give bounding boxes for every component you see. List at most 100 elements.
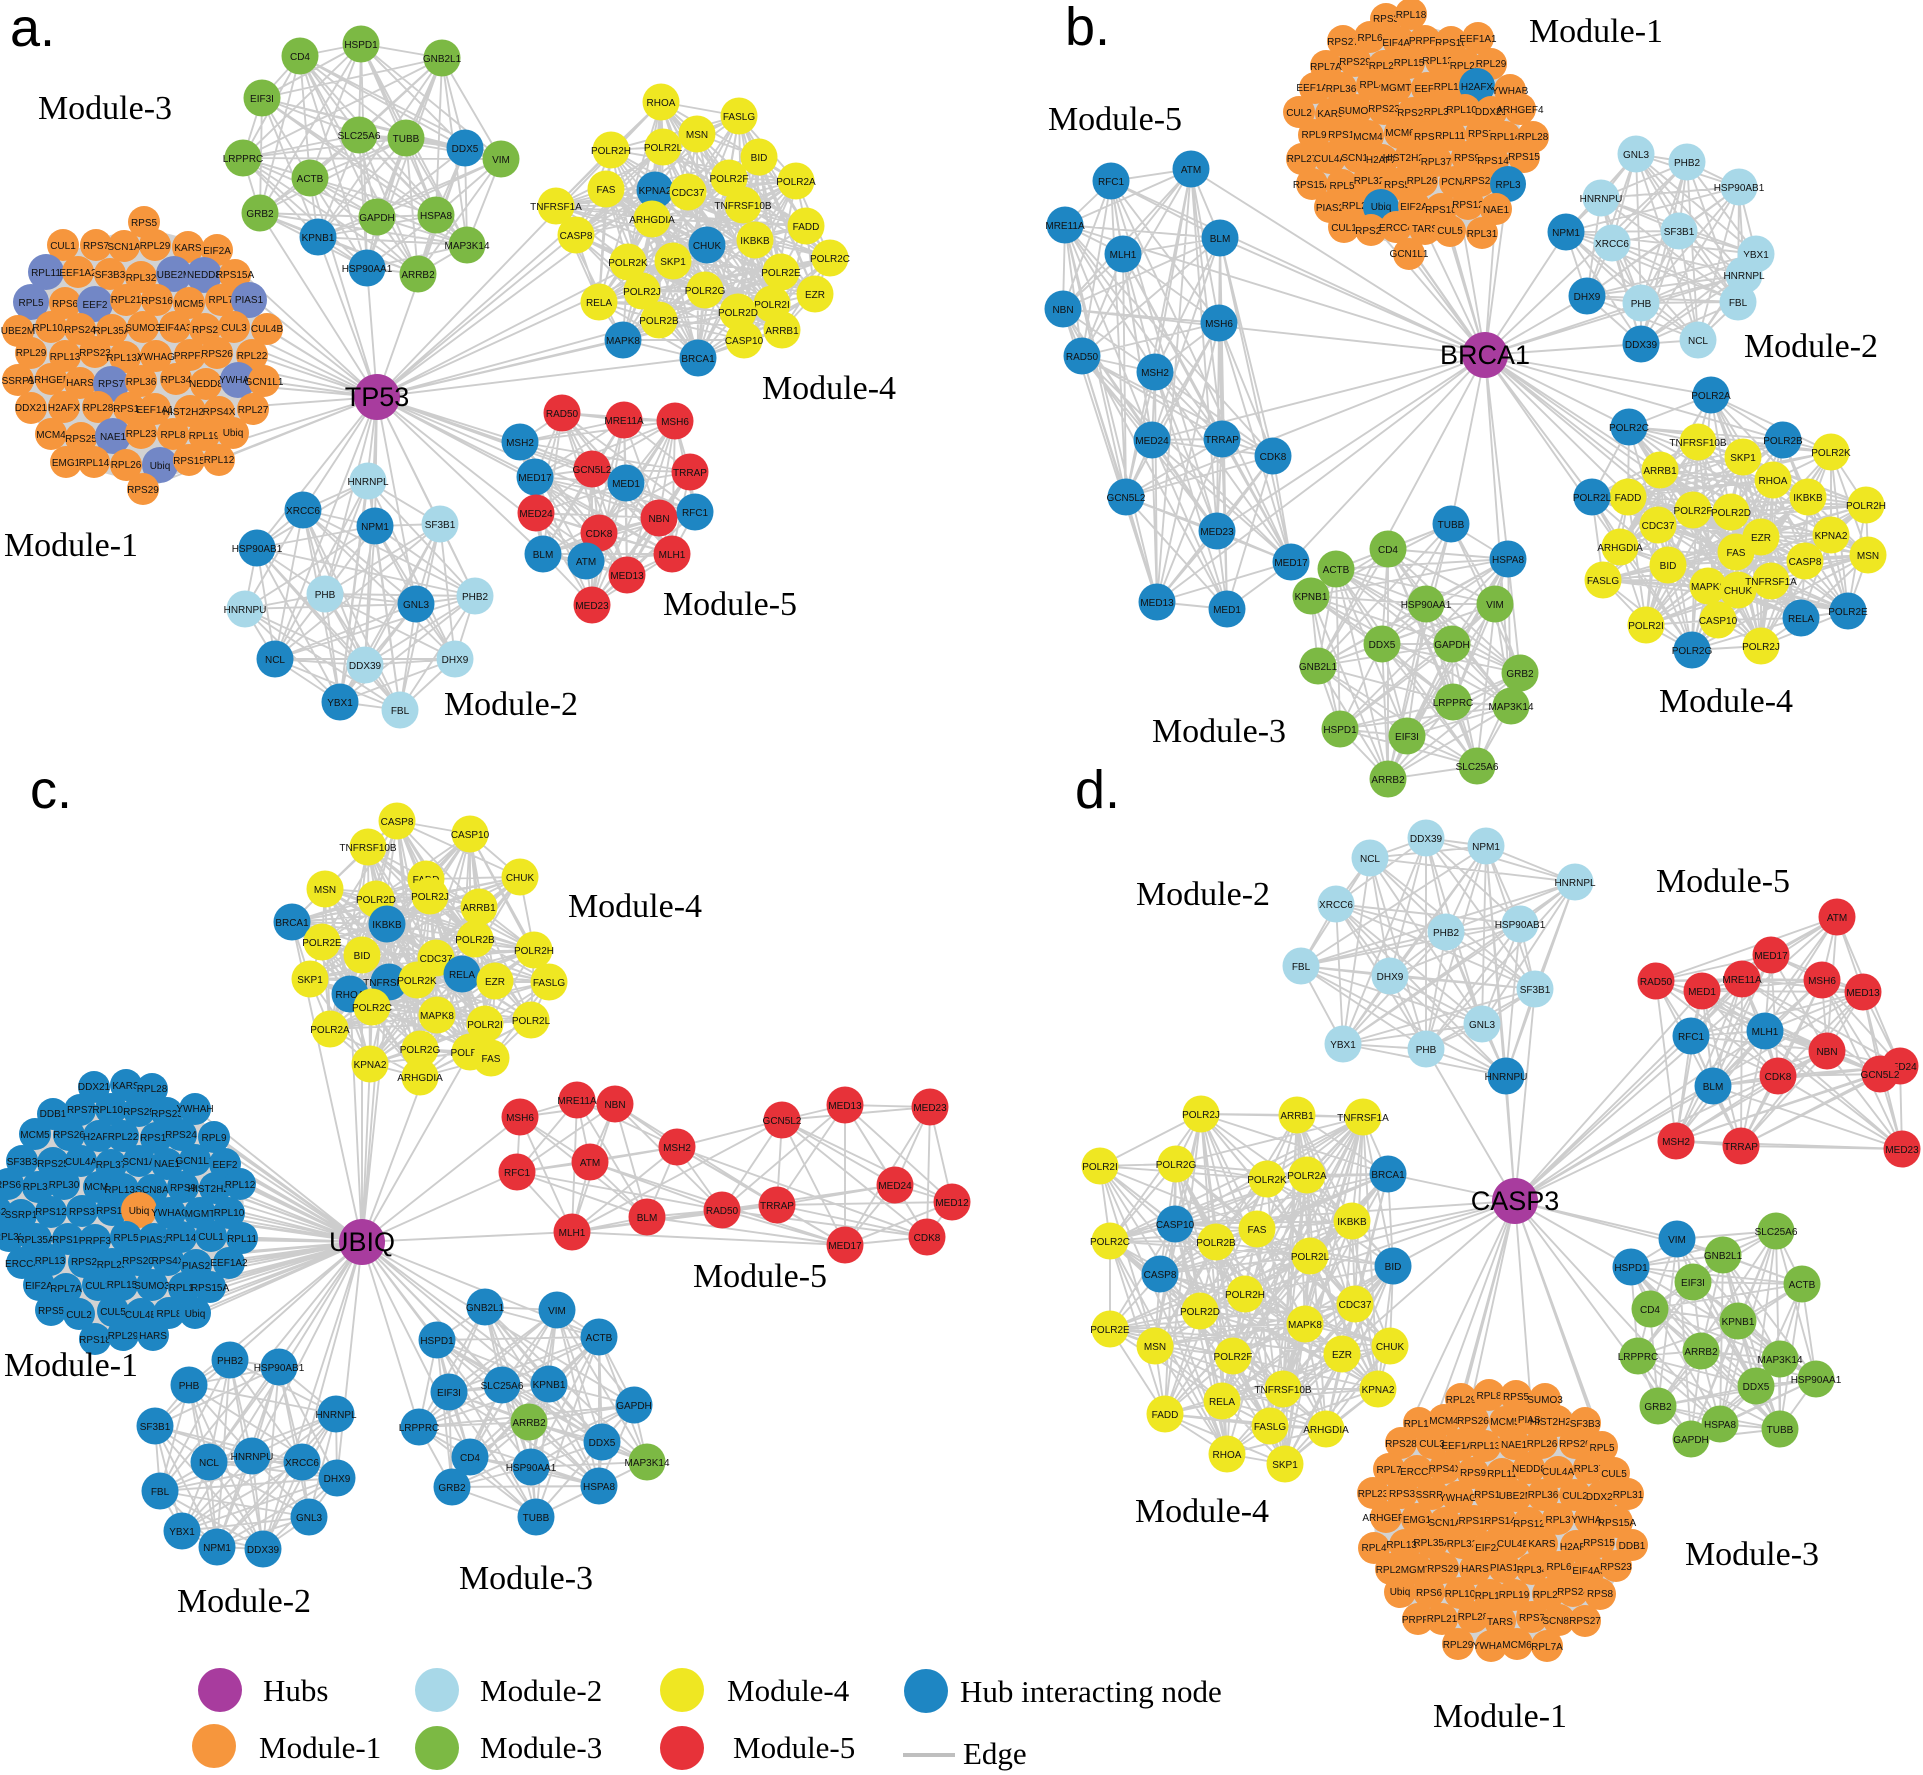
svg-text:YBX1: YBX1 [1743, 250, 1769, 261]
svg-text:DHX9: DHX9 [1574, 292, 1601, 303]
svg-text:NBN: NBN [1816, 1047, 1837, 1058]
svg-text:PHB2: PHB2 [217, 1356, 244, 1367]
svg-text:CASP8: CASP8 [1144, 1270, 1177, 1281]
svg-text:RPL29: RPL29 [1446, 1395, 1477, 1406]
svg-text:RPL7A: RPL7A [50, 1284, 82, 1295]
svg-text:HIST2H2BE: HIST2H2BE [163, 407, 218, 418]
svg-text:MLH1: MLH1 [659, 550, 686, 561]
svg-text:RPL37: RPL37 [1421, 157, 1452, 168]
svg-text:FAS: FAS [1727, 548, 1746, 559]
svg-text:POLR2L: POLR2L [512, 1016, 551, 1027]
svg-text:KPNB1: KPNB1 [533, 1380, 566, 1391]
svg-text:DDX21: DDX21 [1586, 1492, 1619, 1503]
svg-text:RPL28: RPL28 [83, 403, 114, 414]
svg-text:ACTB: ACTB [297, 174, 324, 185]
svg-text:RPL23: RPL23 [1358, 1489, 1389, 1500]
svg-text:KPNB1: KPNB1 [1295, 592, 1328, 603]
svg-text:MED24: MED24 [519, 509, 553, 520]
svg-text:GRB2: GRB2 [246, 209, 274, 220]
svg-text:CD4: CD4 [1378, 545, 1398, 556]
svg-text:RPL5: RPL5 [1329, 181, 1354, 192]
svg-text:SLC25A6: SLC25A6 [338, 131, 381, 142]
svg-text:RPL36: RPL36 [1528, 1490, 1559, 1501]
svg-text:RPL13A: RPL13A [1386, 1540, 1424, 1551]
svg-text:MAP3K14: MAP3K14 [1757, 1355, 1802, 1366]
svg-text:EIF3I: EIF3I [437, 1388, 461, 1399]
svg-text:RPS8: RPS8 [1414, 132, 1441, 143]
svg-text:Module-4: Module-4 [727, 1673, 850, 1708]
svg-text:CUL4A: CUL4A [1542, 1467, 1575, 1478]
svg-text:YBX1: YBX1 [327, 698, 353, 709]
svg-text:Module-3: Module-3 [1152, 713, 1286, 750]
svg-text:RPS25: RPS25 [37, 1159, 69, 1170]
svg-text:EZR: EZR [805, 290, 825, 301]
svg-text:POLR2J: POLR2J [1742, 642, 1780, 653]
svg-text:RHOA: RHOA [647, 98, 676, 109]
svg-text:POLR2I: POLR2I [1628, 621, 1664, 632]
svg-text:KARS: KARS [112, 1081, 140, 1092]
svg-text:HNRNPU: HNRNPU [1485, 1072, 1528, 1083]
svg-text:RPL22: RPL22 [237, 351, 268, 362]
svg-text:CUL4B: CUL4B [1497, 1539, 1530, 1550]
svg-text:CUL2: CUL2 [66, 1310, 92, 1321]
svg-text:CDC37: CDC37 [420, 954, 453, 965]
svg-text:ARRB1: ARRB1 [1643, 466, 1677, 477]
svg-text:RPL29: RPL29 [140, 241, 171, 252]
svg-text:CUL4A: CUL4A [65, 1157, 98, 1168]
svg-text:Module-2: Module-2 [177, 1583, 311, 1620]
svg-text:NCL: NCL [1688, 336, 1708, 347]
svg-text:Module-4: Module-4 [568, 888, 702, 925]
svg-text:RPL13: RPL13 [50, 352, 81, 363]
svg-text:GAPDH: GAPDH [1673, 1435, 1709, 1446]
svg-text:EEF1A1: EEF1A1 [1441, 1441, 1479, 1452]
svg-text:CUL2: CUL2 [1286, 108, 1312, 119]
svg-text:RPL8: RPL8 [160, 430, 185, 441]
svg-text:CDC37: CDC37 [1339, 1300, 1372, 1311]
svg-text:TUBB: TUBB [523, 1513, 550, 1524]
svg-text:POLR2B: POLR2B [1763, 436, 1803, 447]
svg-text:RAD50: RAD50 [546, 409, 579, 420]
svg-text:BID: BID [1385, 1262, 1402, 1273]
svg-text:HARS: HARS [1461, 1564, 1489, 1575]
svg-text:RPS24: RPS24 [64, 325, 96, 336]
svg-text:PHB: PHB [179, 1381, 200, 1392]
svg-text:RELA: RELA [586, 298, 612, 309]
svg-text:CUL5: CUL5 [1437, 226, 1463, 237]
svg-text:RPL7A: RPL7A [1310, 62, 1342, 73]
svg-text:RPL6: RPL6 [1357, 33, 1382, 44]
svg-text:RPL27: RPL27 [238, 405, 269, 416]
svg-text:PRPF3: PRPF3 [1402, 1615, 1435, 1626]
svg-text:POLR2C: POLR2C [1090, 1237, 1130, 1248]
svg-text:RPL8: RPL8 [156, 1309, 181, 1320]
svg-text:ARHGDIA: ARHGDIA [1597, 543, 1643, 554]
svg-text:d.: d. [1075, 760, 1120, 820]
svg-text:GAPDH: GAPDH [1434, 640, 1470, 651]
svg-text:NAE1: NAE1 [1501, 1440, 1528, 1451]
svg-text:RPS28: RPS28 [1464, 176, 1496, 187]
svg-text:DHX9: DHX9 [442, 655, 469, 666]
svg-text:RPS12: RPS12 [1513, 1519, 1545, 1530]
svg-text:MED13: MED13 [610, 571, 644, 582]
svg-text:EZR: EZR [1751, 533, 1771, 544]
svg-text:PHB2: PHB2 [462, 592, 489, 603]
svg-text:UBE2M: UBE2M [157, 270, 191, 281]
svg-text:CASP8: CASP8 [1789, 557, 1822, 568]
svg-text:RPL23: RPL23 [97, 1260, 128, 1271]
svg-text:DDX39: DDX39 [1410, 834, 1443, 845]
svg-text:NEDD8: NEDD8 [1512, 1464, 1546, 1475]
svg-text:MED1: MED1 [1688, 987, 1716, 998]
svg-text:FBL: FBL [151, 1487, 170, 1498]
svg-text:RPL24: RPL24 [1376, 1565, 1407, 1576]
svg-text:RPS15: RPS15 [1508, 152, 1540, 163]
svg-text:RPS24: RPS24 [165, 1130, 197, 1141]
svg-text:SKP1: SKP1 [297, 975, 323, 986]
svg-text:RPL10A: RPL10A [32, 323, 70, 334]
svg-text:FASLG: FASLG [1587, 576, 1619, 587]
svg-text:GNL3: GNL3 [1623, 150, 1650, 161]
svg-text:XRCC6: XRCC6 [286, 506, 320, 517]
svg-text:SLC25A6: SLC25A6 [1755, 1227, 1798, 1238]
svg-text:PHB2: PHB2 [1433, 928, 1460, 939]
svg-text:EIF3I: EIF3I [250, 94, 274, 105]
svg-text:HSP90AB1: HSP90AB1 [1714, 183, 1765, 194]
svg-text:HNRNPL: HNRNPL [347, 477, 389, 488]
